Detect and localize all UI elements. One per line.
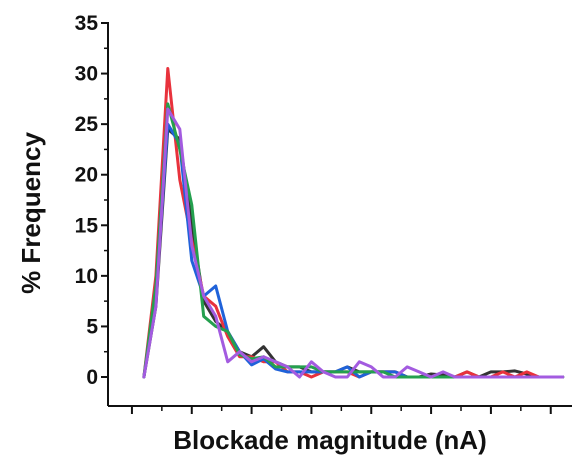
series-line-2 [142,67,565,379]
series-line-1 [142,127,565,379]
y-tick-label: 35 [75,12,99,35]
series-line-3 [142,122,565,379]
x-axis-title: Blockade magnitude (nA) [173,425,486,455]
y-axis: 0 5 10 15 20 25 30 35 [75,12,109,406]
y-axis-title: % Frequency [16,132,46,294]
series-line-5 [142,107,565,379]
series-line-4 [142,102,565,379]
series-layer [142,67,565,379]
x-axis [108,405,572,414]
y-tick-label: 20 [75,164,98,187]
y-tick-label: 15 [75,214,99,237]
y-tick-label: 30 [75,63,98,86]
y-tick-label: 10 [75,265,98,288]
y-tick-label: 0 [86,366,98,389]
y-tick-label: 25 [75,113,99,136]
y-tick-label: 5 [86,315,98,338]
